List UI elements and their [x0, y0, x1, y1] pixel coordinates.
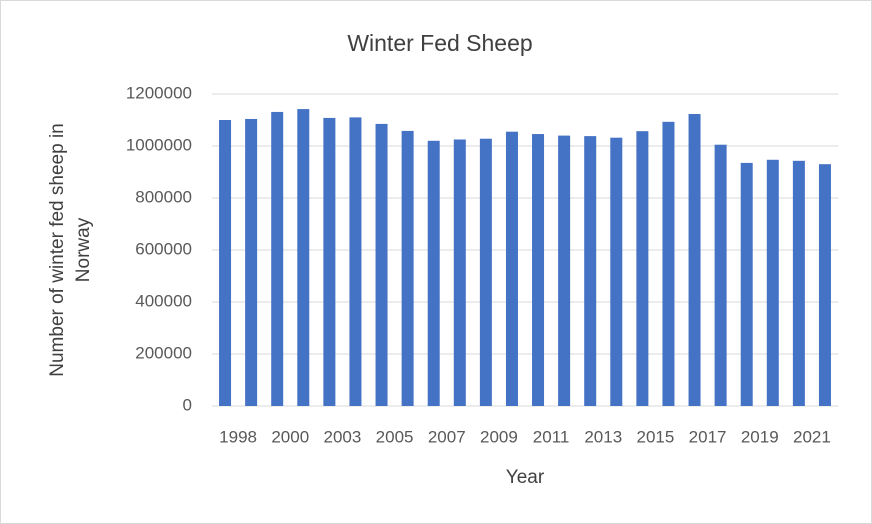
- bar: [297, 109, 310, 406]
- bar: [245, 118, 258, 407]
- y-tick-label: 800000: [135, 187, 192, 206]
- x-tick-label: 2003: [324, 427, 362, 446]
- bar: [323, 117, 336, 407]
- bar: [792, 160, 805, 406]
- bar: [349, 117, 362, 407]
- y-tick-label: 1000000: [126, 135, 192, 154]
- bar: [714, 144, 727, 406]
- y-tick-label: 400000: [135, 291, 192, 310]
- bar: [505, 131, 518, 406]
- x-tick-label: 2005: [376, 427, 414, 446]
- x-tick-label: 2000: [271, 427, 309, 446]
- bar: [584, 136, 597, 406]
- y-tick-label: 600000: [135, 239, 192, 258]
- x-tick-label: 2013: [584, 427, 622, 446]
- bar: [271, 111, 284, 406]
- x-tick-label: 1998: [219, 427, 257, 446]
- x-tick-label: 2009: [480, 427, 518, 446]
- x-tick-label: 2007: [428, 427, 466, 446]
- chart-title: Winter Fed Sheep: [347, 30, 532, 56]
- y-tick-label: 200000: [135, 343, 192, 362]
- x-tick-label: 2011: [533, 427, 570, 446]
- bar: [688, 114, 701, 407]
- bar: [219, 120, 232, 406]
- y-axis-title-line: Number of winter fed sheep in: [47, 123, 68, 376]
- bar: [453, 139, 466, 406]
- x-axis-title: Year: [506, 467, 545, 488]
- x-tick-label: 2017: [689, 427, 727, 446]
- x-tick-label: 2021: [793, 427, 831, 446]
- bar: [558, 135, 571, 406]
- bar: [427, 140, 440, 407]
- bar: [610, 137, 623, 406]
- bar: [532, 134, 545, 407]
- bar: [818, 164, 831, 406]
- bar: [401, 130, 414, 407]
- bar: [662, 121, 675, 406]
- bar: [479, 138, 492, 406]
- x-tick-label: 2015: [637, 427, 675, 446]
- bar: [766, 159, 779, 406]
- y-axis-title: Number of winter fed sheep in Norway: [47, 123, 94, 376]
- bar: [375, 123, 388, 407]
- x-tick-label: 2019: [741, 427, 779, 446]
- y-tick-label: 0: [183, 395, 192, 414]
- y-tick-label: 1200000: [126, 83, 192, 102]
- y-axis-title-line: Norway: [73, 217, 94, 282]
- bar: [740, 162, 753, 406]
- bar: [636, 131, 649, 406]
